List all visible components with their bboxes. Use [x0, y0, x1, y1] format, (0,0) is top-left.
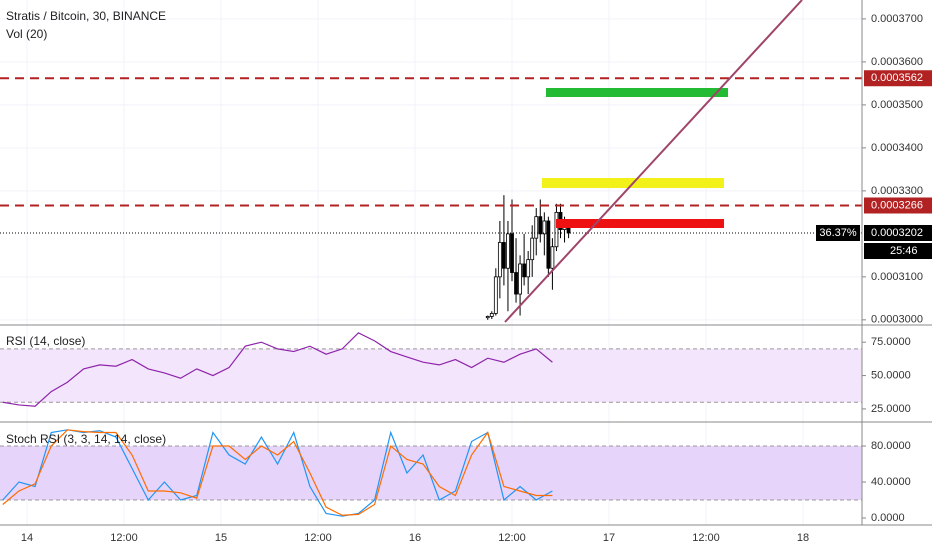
plot-layer [0, 0, 862, 525]
y-tick-label: 75.0000 [871, 336, 911, 348]
overlay-layer: 14 12:00 15 12:00 16 12:00 17 12:00 18 0.0003700 0… [21, 13, 932, 544]
x-tick-label: 12:00 [498, 532, 526, 544]
y-tick-label: 80.0000 [871, 440, 911, 452]
chart-title: Stratis / Bitcoin, 30, BINANCE [6, 9, 166, 23]
x-tick-label: 15 [215, 532, 227, 544]
change-box [816, 225, 860, 242]
x-tick-label: 16 [409, 532, 421, 544]
series-line [2, 429, 553, 516]
y-tick-label: 0.0003300 [871, 185, 923, 197]
entry-zone [556, 219, 724, 228]
candle-body [534, 216, 539, 239]
candle-body [522, 263, 527, 278]
candle-body [485, 316, 490, 319]
candle-body [510, 233, 514, 273]
last-price-box [864, 225, 932, 242]
candle-body [550, 246, 555, 269]
level-label-box [864, 197, 932, 214]
y-tick-label: 0.0003100 [871, 271, 923, 283]
series-line [2, 429, 553, 517]
y-tick-label: 0.0003500 [871, 99, 923, 111]
candle-body [506, 233, 510, 269]
volume-label: Vol (20) [6, 27, 47, 41]
y-tick-label: 0.0003600 [871, 56, 923, 68]
y-tick-label: 25.0000 [871, 403, 911, 415]
band [0, 348, 862, 403]
candle-body [546, 220, 551, 269]
candle-body [538, 216, 543, 235]
x-tick-label: 17 [603, 532, 615, 544]
y-tick-label: 0.0003400 [871, 142, 923, 154]
candle-body [493, 276, 498, 314]
x-tick-label: 14 [21, 532, 33, 544]
stoch-title: Stoch RSI (3, 3, 14, 14, close) [6, 432, 166, 446]
level-label-box [864, 70, 932, 87]
change-label: 36.37% [819, 227, 857, 239]
candle-body [542, 220, 547, 235]
x-tick-label: 12:00 [692, 532, 720, 544]
candle-body [502, 242, 506, 269]
countdown-box [864, 243, 932, 260]
y-tick-label: 0.0003000 [871, 314, 923, 326]
level-label: 0.0003562 [871, 72, 923, 84]
candle-body [554, 211, 559, 248]
band [0, 446, 862, 500]
candle-body [518, 263, 522, 295]
countdown: 25:46 [890, 245, 918, 257]
x-tick-label: 18 [797, 532, 809, 544]
level-label: 0.0003266 [871, 199, 923, 211]
target-zone [546, 88, 728, 97]
candle-body [489, 312, 494, 317]
rsi-title: RSI (14, close) [6, 334, 85, 348]
y-tick-label: 50.0000 [871, 369, 911, 381]
candle-body [530, 237, 535, 261]
y-tick-label: 40.0000 [871, 476, 911, 488]
candle-body [514, 272, 518, 295]
candle-body [497, 242, 502, 278]
trend-line [504, 0, 803, 323]
y-tick-label: 0.0003700 [871, 13, 923, 25]
last-price-label: 0.0003202 [871, 227, 923, 239]
candle-body [526, 259, 531, 278]
x-tick-label: 12:00 [110, 532, 138, 544]
series-line [2, 332, 553, 407]
y-tick-label: 0.0000 [871, 512, 905, 524]
x-tick-label: 12:00 [304, 532, 332, 544]
